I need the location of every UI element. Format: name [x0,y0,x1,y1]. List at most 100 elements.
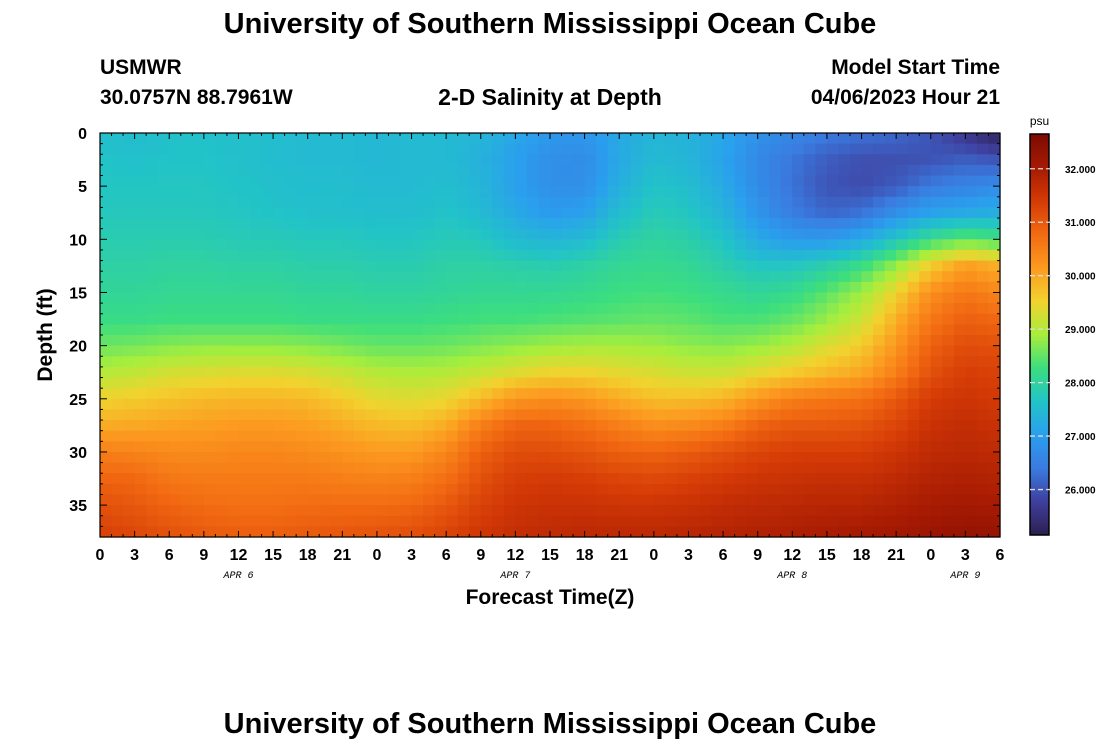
heatmap-cell [538,420,551,432]
heatmap-cell [988,441,1001,453]
heatmap-cell [896,473,909,485]
heatmap-cell [665,345,678,357]
heatmap-cell [226,473,240,485]
heatmap-cell [907,515,920,527]
heatmap-cell [469,398,482,411]
heatmap-cell [757,271,770,283]
heatmap-cell [169,324,182,336]
heatmap-cell [446,271,459,283]
heatmap-cell [757,420,770,432]
heatmap-cell [873,218,886,230]
heatmap-cell [665,494,678,506]
heatmap-cell [376,462,390,474]
heatmap-cell [734,515,747,527]
heatmap-cell [653,271,666,283]
heatmap-cell [169,420,182,432]
heatmap-cell [815,356,828,368]
heatmap-cell [365,281,378,294]
heatmap-cell [919,207,932,219]
heatmap-cell [642,388,655,400]
heatmap-cell [942,462,955,474]
heatmap-cell [238,313,251,325]
heatmap-cell [919,441,932,453]
heatmap-cell [238,164,251,177]
heatmap-cell [584,228,597,240]
heatmap-cell [619,133,632,145]
heatmap-cell [838,303,851,315]
heatmap-cell [180,388,193,400]
heatmap-cell [965,526,978,538]
heatmap-cell [515,239,528,251]
heatmap-cell [734,281,747,294]
heatmap-cell [596,260,609,272]
heatmap-cell [446,398,459,411]
heatmap-cell [538,260,551,272]
heatmap-cell [584,186,597,198]
heatmap-cell [146,441,159,453]
heatmap-cell [769,388,782,400]
salinity-heatmap-chart: 0 3 6 9 12 15 18 21 0 3 6 9 12 15 18 21 0 3 6 9 12 15 18 21 0 3 6A… [34,114,1096,609]
heatmap-cell [884,143,897,155]
heatmap-cell [723,441,736,453]
heatmap-cell [215,260,228,272]
heatmap-cell [607,239,620,251]
heatmap-cell [769,398,782,411]
heatmap-cell [261,420,274,432]
heatmap-cell [134,483,147,496]
heatmap-cell [273,292,286,304]
heatmap-cell [123,494,136,506]
heatmap-cell [803,409,816,421]
heatmap-cell [353,483,366,496]
heatmap-cell [815,494,828,506]
heatmap-cell [688,356,701,368]
heatmap-cell [284,451,297,464]
heatmap-cell [469,207,482,219]
heatmap-cell [873,133,886,145]
heatmap-cell [653,430,666,442]
heatmap-cell [457,143,470,155]
heatmap-cell [850,249,863,262]
heatmap-cell [296,430,309,442]
heatmap-cell [942,377,955,389]
heatmap-cell [815,420,828,432]
heatmap-cell [550,409,563,421]
heatmap-cell [861,483,874,496]
heatmap-cell [238,249,251,262]
heatmap-cell [550,398,563,411]
heatmap-cell [803,143,816,155]
heatmap-cell [988,133,1001,145]
heatmap-cell [676,186,690,198]
heatmap-cell [642,313,655,325]
heatmap-cell [711,462,724,474]
heatmap-cell [630,228,643,240]
heatmap-cell [861,324,874,336]
heatmap-cell [423,164,436,177]
heatmap-cell [123,154,136,166]
heatmap-cell [469,430,482,442]
heatmap-cell [630,451,643,464]
heatmap-cell [423,143,436,155]
heatmap-cell [134,388,147,400]
heatmap-cell [215,143,228,155]
heatmap-cell [942,388,955,400]
heatmap-cell [815,451,828,464]
heatmap-cell [192,313,205,325]
heatmap-cell [653,186,666,198]
heatmap-cell [457,271,470,283]
heatmap-cell [469,505,482,517]
heatmap-cell [630,494,643,506]
heatmap-cell [134,218,147,230]
heatmap-cell [226,239,240,251]
heatmap-cell [307,505,320,517]
heatmap-cell [653,335,666,347]
heatmap-cell [792,143,805,155]
heatmap-cell [353,356,366,368]
heatmap-cell [907,164,920,177]
heatmap-cell [873,388,886,400]
heatmap-cell [930,494,943,506]
heatmap-cell [526,207,540,219]
heatmap-cell [457,505,470,517]
heatmap-cell [284,186,297,198]
heatmap-cell [550,430,563,442]
heatmap-cell [619,239,632,251]
